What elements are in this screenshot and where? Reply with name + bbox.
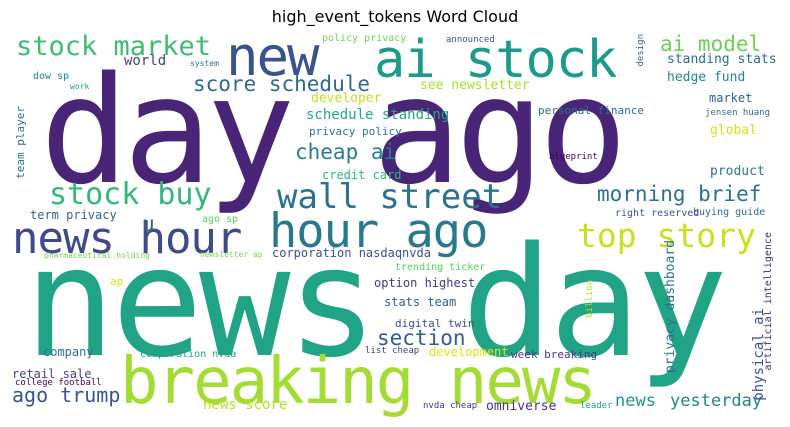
word: cheap ai [295,140,397,164]
word: announced [446,35,495,45]
word: credit card [322,168,402,182]
word: stock market [16,32,212,62]
word: policy privacy [322,33,407,44]
word: week breaking [511,348,598,361]
word: system [190,59,219,68]
word: college football [15,378,102,388]
word: ai model [660,32,762,56]
word: corporation nasdaqnvda [272,246,431,260]
word: work [70,82,90,91]
word: wall street [277,177,503,217]
word: hedge fund [667,70,746,85]
word: score schedule [193,72,371,96]
word: day ago [40,45,628,217]
word: news score [203,397,288,413]
word: new [226,32,320,88]
word: developer [311,91,382,106]
word: world [124,53,167,69]
word: ago sp [202,214,239,225]
word: ago trump [12,383,121,407]
word: stats team [384,295,457,309]
word: market [709,91,753,105]
word: omniverse [486,399,557,414]
word: ai stock [374,32,617,90]
word: design [636,34,646,67]
word: pharmaceutical holding [44,251,150,260]
word: billion [585,280,595,318]
word: standing stats [667,52,777,67]
word: buying guide [693,207,766,218]
word: hour ago [269,204,488,259]
word: digital twin [395,317,475,330]
word: privacy policy [309,125,402,138]
word: development [429,345,509,359]
word: dow sp [33,71,70,82]
word: breaking news [120,345,597,418]
word: artificial intelligence [763,232,774,371]
word: corporation nvda [140,349,237,360]
word: list cheap [365,346,420,356]
word: news [615,391,656,411]
word: term privacy [30,208,117,222]
chart-title: high_event_tokens Word Cloud [271,7,519,26]
word: yesterday [670,391,763,411]
word: retail sale [12,367,92,381]
word: option highest [374,276,476,290]
word: right reserved [615,208,700,219]
word: nvda cheap [423,401,478,411]
word: morning brief [597,182,762,206]
word: personal finance [538,104,644,117]
word: stock buy [49,177,212,212]
word-cloud: day ago news day breaking news hour ago … [12,32,780,418]
word: global [710,123,757,138]
word: ap [110,275,124,288]
word: blueprint [549,152,598,162]
word: u [142,212,155,236]
word: top story [577,216,756,255]
word: schedule standing [306,107,450,123]
word: trending ticker [395,262,486,273]
word: team player [14,106,27,179]
word: section [377,326,466,350]
word: jensen huang [705,108,771,118]
word: company [43,345,94,359]
word: news day [24,214,728,391]
word: product [710,164,765,179]
word: see newsletter [420,78,530,93]
word: newsletter ap [200,250,263,259]
word: news hour [12,213,242,264]
word: privacy dashboard [663,240,678,374]
word: leader [580,401,613,411]
